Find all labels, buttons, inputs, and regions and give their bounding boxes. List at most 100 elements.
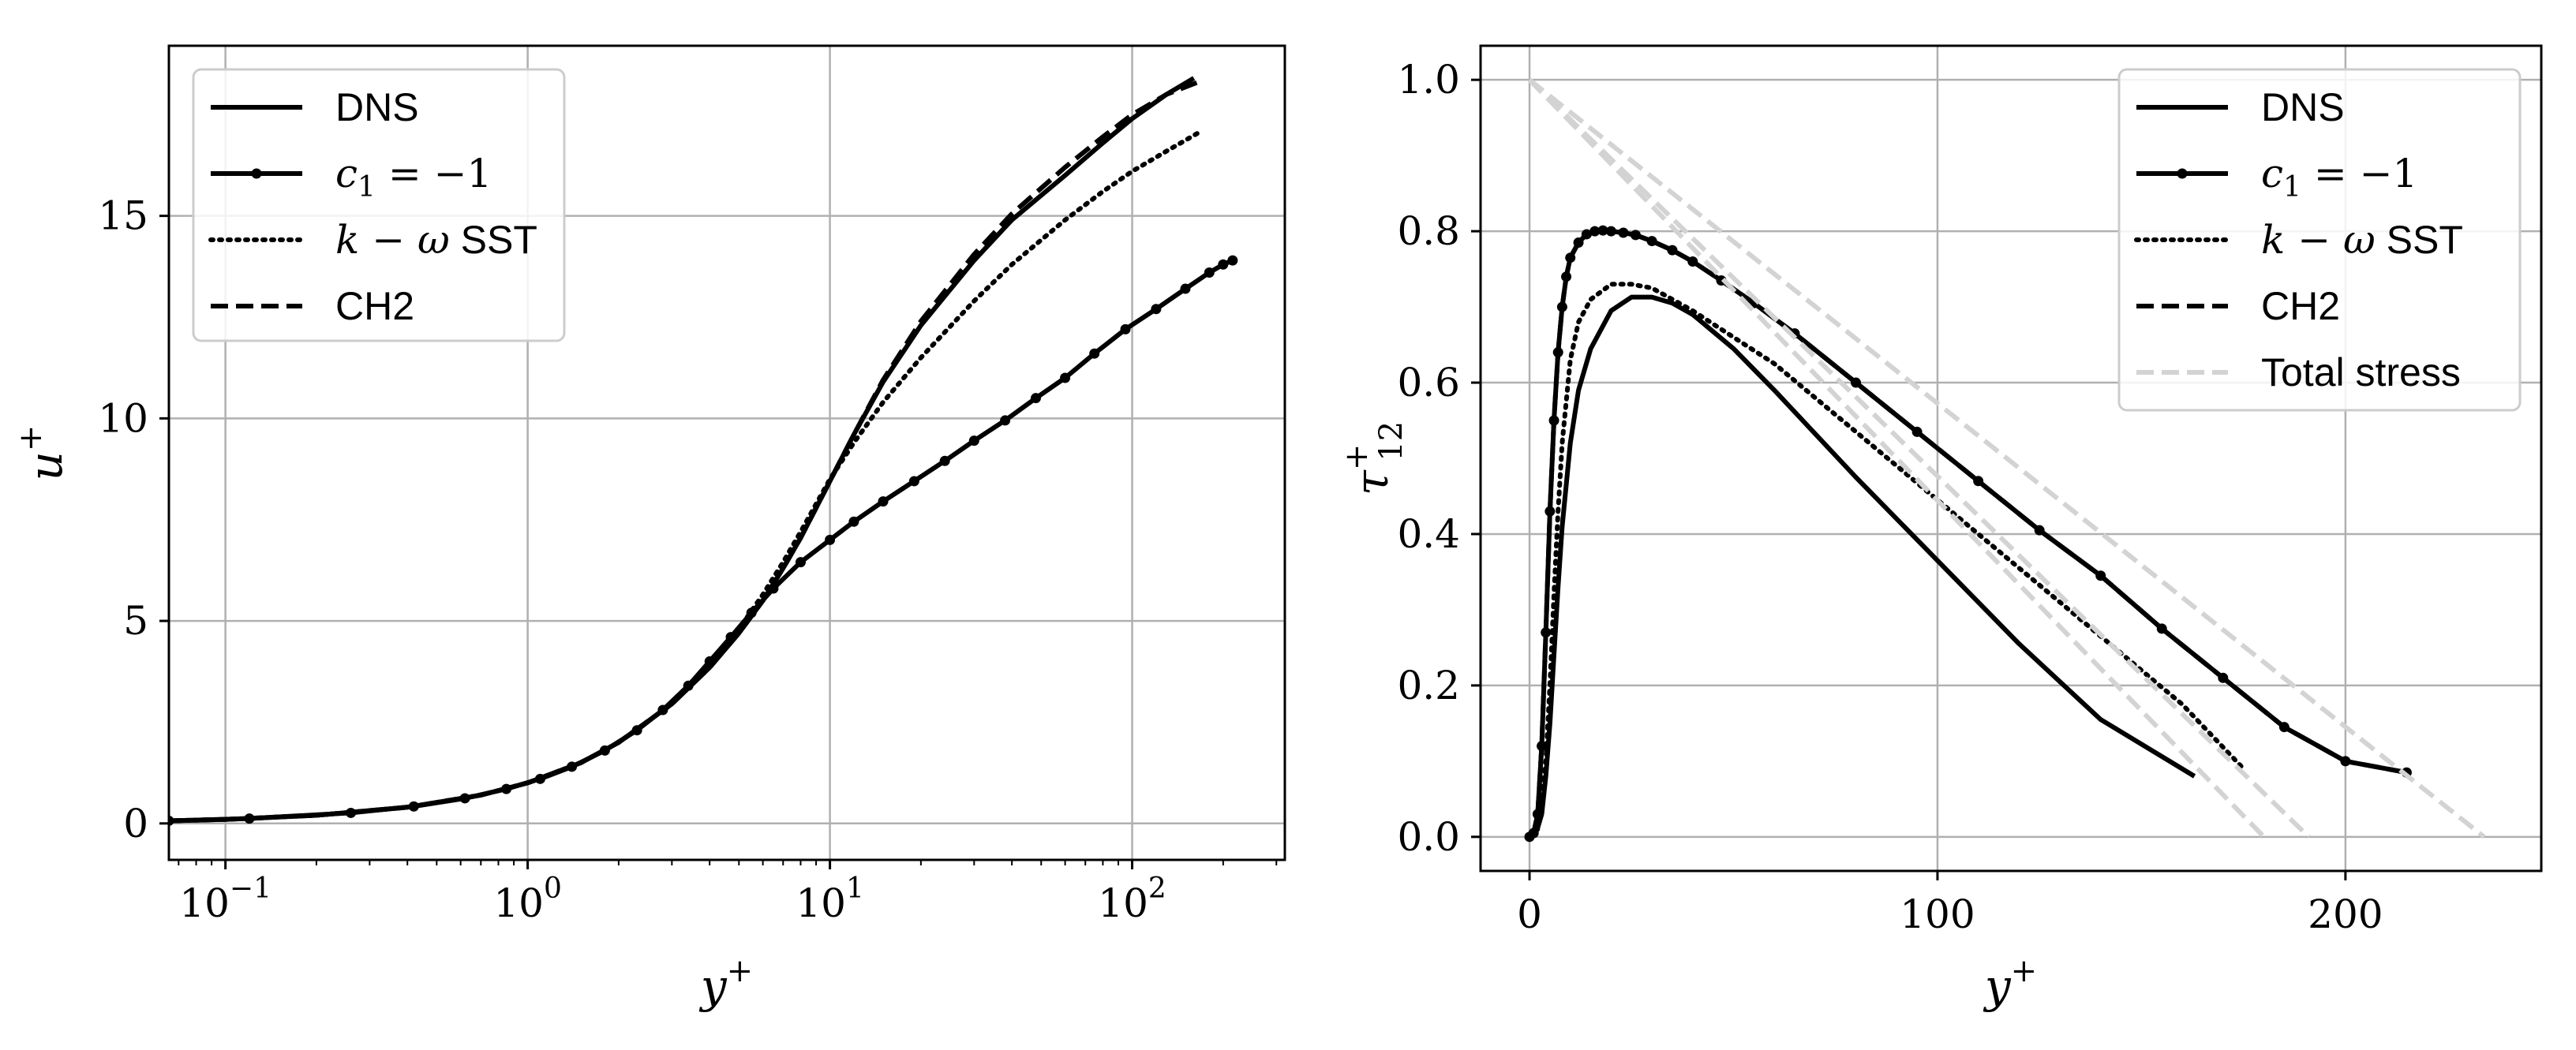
x-tick-exponent: 2 — [1148, 873, 1166, 905]
legend-label-main: DNS — [335, 85, 419, 129]
series-line — [1527, 228, 2407, 839]
data-point — [825, 534, 836, 545]
legend-label: k − ω SST — [2261, 217, 2463, 263]
series-line — [1528, 294, 2196, 839]
data-point — [795, 557, 806, 568]
y-axis-label-base: u — [19, 451, 73, 480]
legend-swatch-dot — [2177, 168, 2188, 179]
axes-frame — [167, 44, 1286, 861]
legend-label-main: c — [2261, 151, 2283, 196]
legend-label-main: Total stress — [2261, 350, 2461, 394]
y-tick-label: 15 — [98, 193, 148, 239]
legend-label-main: k − ω — [335, 217, 450, 263]
series-line — [169, 258, 1234, 824]
legend-label-main: CH2 — [335, 284, 414, 328]
x-tick-label: 10−1 — [179, 873, 271, 926]
legend-label: c1 = −1 — [335, 151, 492, 204]
data-point — [848, 516, 859, 527]
series-line — [1528, 77, 2486, 839]
plot-area — [1524, 77, 2486, 843]
data-point — [939, 455, 950, 466]
y-tick-label: 0 — [123, 801, 148, 846]
x-axis-label: y+ — [698, 953, 753, 1013]
legend-label-main: DNS — [2261, 85, 2345, 129]
data-point — [1204, 267, 1215, 278]
y-tick-label: 10 — [98, 395, 148, 441]
y-tick-label: 0.2 — [1397, 663, 1460, 708]
y-tick-label: 5 — [123, 598, 148, 644]
data-point — [1180, 283, 1191, 294]
data-point — [878, 496, 889, 507]
y-axis-label-base: τ — [1345, 469, 1398, 495]
legend: DNS c1 = −1 k − ω SST CH2 Total stress — [2117, 68, 2522, 412]
x-axis-label-sup: + — [2011, 953, 2038, 989]
series-line — [1527, 78, 2311, 839]
axes-frame — [1479, 44, 2543, 873]
y-tick-label: 1.0 — [1397, 57, 1460, 103]
data-point — [908, 476, 919, 487]
legend-label-rest: SST — [2376, 218, 2463, 262]
x-tick-label: 100 — [1900, 891, 1975, 937]
y-tick-label: 0.6 — [1397, 360, 1460, 405]
legend-label-main: k − ω — [2261, 217, 2376, 263]
legend-swatch-dot — [251, 168, 262, 179]
series-k-sst — [1527, 282, 2246, 839]
y-tick-label: 0.8 — [1397, 208, 1460, 254]
legend-label-sub: 1 — [358, 171, 376, 204]
legend-label-main: c — [335, 151, 358, 196]
legend: DNS c1 = −1 k − ω SST CH2 — [192, 68, 566, 342]
legend-label-rest: = −1 — [2301, 151, 2417, 196]
series-ch2 — [169, 80, 1199, 824]
y-tick-label: 0.4 — [1397, 511, 1460, 557]
legend-box — [192, 68, 566, 342]
y-axis-label-sup: + — [13, 425, 49, 452]
x-axis-label-sup: + — [727, 953, 754, 989]
legend-label-rest: SST — [450, 218, 537, 262]
legend-label-rest: = −1 — [376, 151, 492, 196]
x-tick-label: 102 — [1098, 873, 1166, 926]
legend-label: DNS — [2261, 85, 2345, 129]
x-tick-exponent: 1 — [846, 873, 864, 905]
data-point — [1537, 741, 1548, 752]
data-point — [1151, 304, 1162, 315]
y-axis-label-sub: 12 — [1373, 421, 1410, 461]
data-point — [1544, 506, 1556, 517]
data-point — [1030, 393, 1041, 404]
legend-label: Total stress — [2261, 350, 2461, 394]
x-tick-label: 200 — [2308, 891, 2383, 937]
y-axis-label: τ+12 — [1339, 421, 1410, 496]
series-line — [169, 80, 1199, 824]
legend-label-main: CH2 — [2261, 284, 2340, 328]
legend-label: CH2 — [2261, 284, 2340, 328]
data-point — [1000, 415, 1011, 426]
legend-box — [2117, 68, 2522, 412]
ticks: 0 100 200 0.0 0.2 0.4 0.6 0.8 1.0 — [1397, 57, 2383, 937]
data-point — [1227, 255, 1238, 266]
legend-label: c1 = −1 — [2261, 151, 2417, 204]
legend-label: k − ω SST — [335, 217, 537, 263]
x-axis-label: y+ — [1983, 953, 2037, 1013]
x-tick-label: 101 — [796, 873, 864, 926]
y-axis-label: u+ — [13, 425, 73, 481]
x-tick-label: 100 — [493, 873, 562, 926]
x-axis-label-base: y — [698, 959, 728, 1013]
y-axis-label-sup: + — [1339, 444, 1375, 471]
legend-label-sub: 1 — [2283, 171, 2301, 204]
x-tick-label: 0 — [1517, 891, 1542, 937]
data-point — [1120, 323, 1131, 334]
data-point — [968, 435, 979, 447]
legend-label: CH2 — [335, 284, 414, 328]
data-point — [1089, 348, 1100, 359]
data-point — [1060, 372, 1071, 383]
x-tick-exponent: −1 — [230, 873, 271, 905]
series-ch2 — [1527, 228, 2407, 839]
legend-label: DNS — [335, 85, 419, 129]
y-tick-label: 0.0 — [1397, 814, 1460, 860]
x-axis-label-base: y — [1983, 959, 2012, 1013]
series-dns — [1528, 294, 2196, 839]
series-total-stress — [1527, 77, 2486, 839]
plot-area — [169, 76, 1238, 826]
